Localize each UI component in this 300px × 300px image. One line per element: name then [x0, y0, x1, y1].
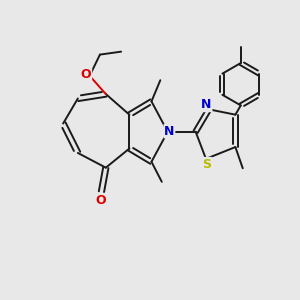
Text: N: N [201, 98, 212, 111]
Text: O: O [81, 68, 92, 81]
Text: O: O [95, 194, 106, 207]
Text: S: S [202, 158, 211, 171]
Text: N: N [164, 125, 175, 138]
